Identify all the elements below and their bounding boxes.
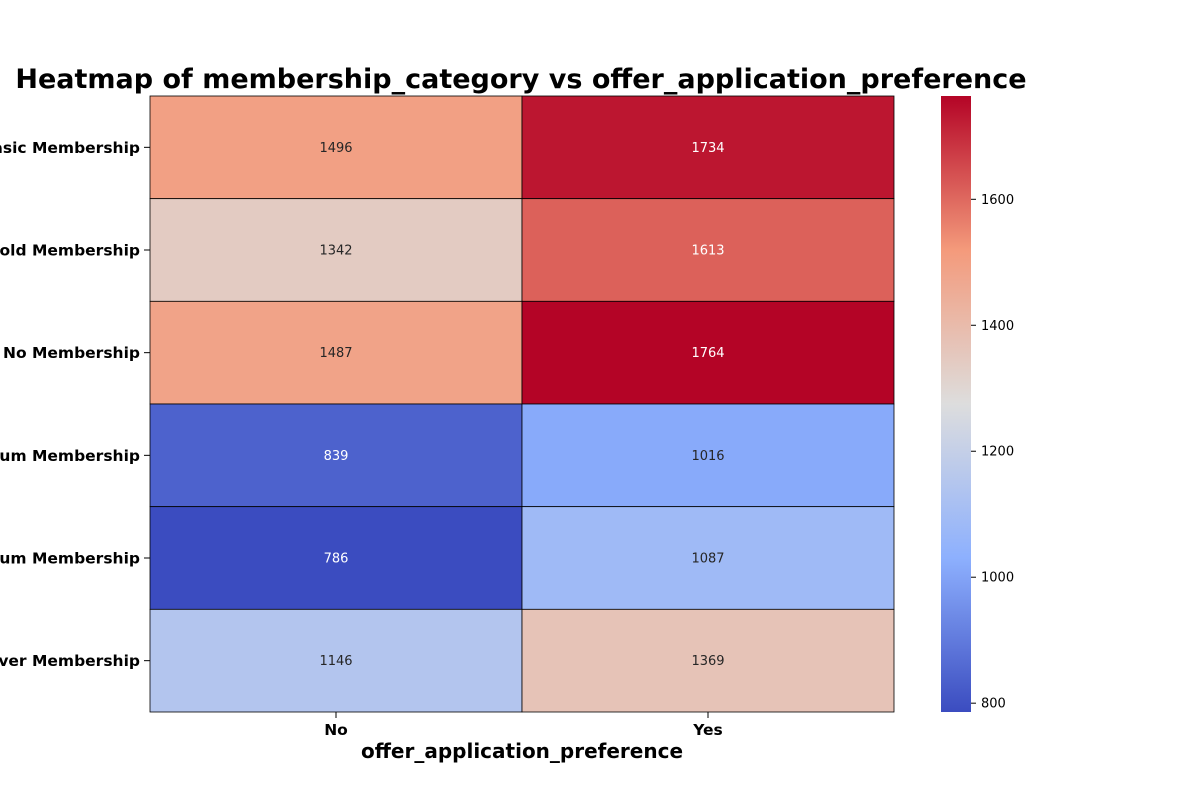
- heatmap-cell: [521, 198, 895, 302]
- x-axis-labels: No Yes: [324, 712, 723, 739]
- x-axis-title: offer_application_preference: [361, 739, 683, 763]
- cell-value-label: 839: [324, 449, 349, 464]
- y-tick-label: No Membership: [3, 344, 140, 362]
- colorbar: 800 1000 1200 1400 1600: [941, 96, 1014, 712]
- y-axis-labels: Basic Membership Gold Membership No Member…: [0, 139, 150, 670]
- heatmap-cell: [521, 403, 895, 508]
- heatmap-cell: [521, 300, 895, 405]
- y-tick-label: Gold Membership: [0, 242, 140, 260]
- colorbar-tick-label: 800: [981, 697, 1006, 712]
- y-tick-label: Platinum Membership: [0, 447, 140, 465]
- y-tick-label: Basic Membership: [0, 139, 140, 157]
- y-tick-label: Premium Membership: [0, 550, 140, 568]
- heatmap-cells: 1496 1734 1342 1613 1487 1764 839 1016 786 1087 11…: [149, 95, 895, 713]
- x-tick-label: No: [324, 721, 348, 739]
- cell-value-label: 1369: [691, 654, 724, 669]
- cell-value-label: 1342: [319, 244, 352, 259]
- chart-title: Heatmap of membership_category vs offer_…: [15, 64, 1026, 95]
- x-tick-label: Yes: [692, 721, 723, 739]
- colorbar-tick-label: 1200: [981, 445, 1014, 460]
- y-tick-label: Silver Membership: [0, 652, 140, 670]
- heatmap-cell: [149, 95, 523, 200]
- colorbar-gradient: [941, 96, 971, 712]
- cell-value-label: 1496: [319, 141, 352, 156]
- cell-value-label: 1764: [691, 346, 724, 361]
- colorbar-tick-label: 1400: [981, 319, 1014, 334]
- heatmap-cell: [521, 95, 895, 200]
- colorbar-tick-label: 1000: [981, 571, 1014, 586]
- cell-value-label: 1613: [691, 244, 724, 259]
- heatmap-cell: [521, 506, 895, 610]
- heatmap-cell: [149, 198, 523, 302]
- cell-value-label: 1734: [691, 141, 724, 156]
- cell-value-label: 786: [324, 552, 349, 567]
- cell-value-label: 1087: [691, 552, 724, 567]
- cell-value-label: 1487: [319, 346, 352, 361]
- heatmap-cell: [149, 403, 523, 508]
- cell-value-label: 1016: [691, 449, 724, 464]
- colorbar-tick-label: 1600: [981, 193, 1014, 208]
- cell-value-label: 1146: [319, 654, 352, 669]
- heatmap-cell: [521, 608, 895, 713]
- heatmap-cell: [149, 300, 523, 405]
